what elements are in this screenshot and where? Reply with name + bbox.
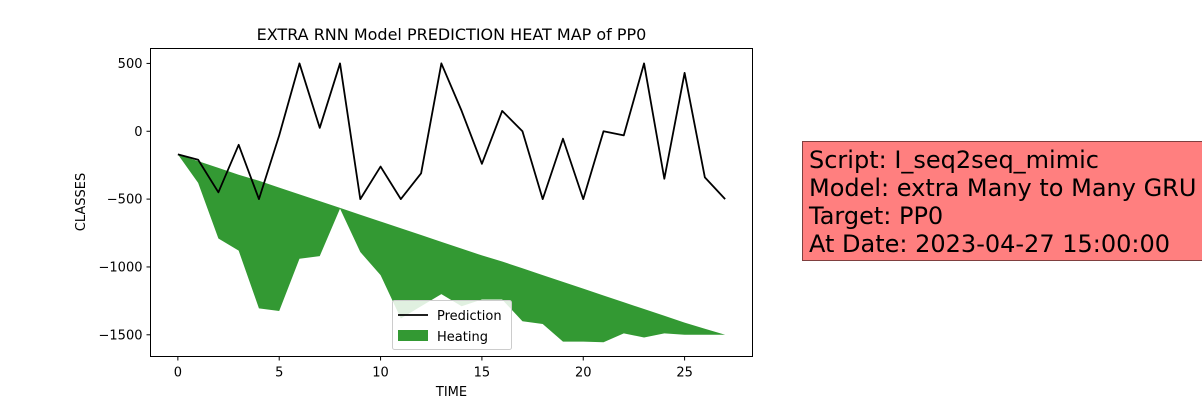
x-tick-label: 20	[575, 366, 592, 381]
x-tick-label: 10	[372, 366, 389, 381]
y-tick-label: −1500	[99, 328, 143, 343]
legend-label-heating: Heating	[437, 330, 488, 345]
prediction-line	[177, 62, 726, 201]
legend: Prediction Heating	[392, 300, 512, 350]
model-info-box: Script: I_seq2seq_mimic Model: extra Man…	[802, 141, 1202, 261]
info-target: Target: PP0	[809, 202, 944, 230]
x-tick-label: 25	[676, 366, 693, 381]
info-script: Script: I_seq2seq_mimic	[809, 146, 1099, 174]
y-tick-label: −1000	[99, 260, 143, 275]
x-axis-ticks: 0 5 10 15 20 25	[174, 356, 693, 381]
x-tick-label: 0	[174, 366, 182, 381]
x-axis-label: TIME	[435, 385, 467, 400]
plot-frame	[150, 48, 753, 357]
x-tick-label: 15	[474, 366, 491, 381]
info-date: At Date: 2023-04-27 15:00:00	[809, 230, 1171, 258]
y-axis-label: CLASSES	[74, 173, 89, 231]
y-tick-label: −500	[107, 193, 143, 208]
y-axis-ticks: −1500 −1000 −500 0 500	[99, 57, 151, 343]
chart-title: EXTRA RNN Model PREDICTION HEAT MAP of P…	[257, 25, 647, 44]
x-tick-label: 5	[275, 366, 283, 381]
area-layer	[177, 154, 726, 343]
y-tick-label: 0	[134, 125, 142, 140]
info-model: Model: extra Many to Many GRU	[809, 174, 1197, 202]
y-tick-label: 500	[118, 57, 143, 72]
legend-label-prediction: Prediction	[437, 309, 502, 324]
line-layer	[177, 62, 726, 201]
heating-area	[177, 154, 726, 343]
legend-area-swatch	[398, 330, 428, 341]
